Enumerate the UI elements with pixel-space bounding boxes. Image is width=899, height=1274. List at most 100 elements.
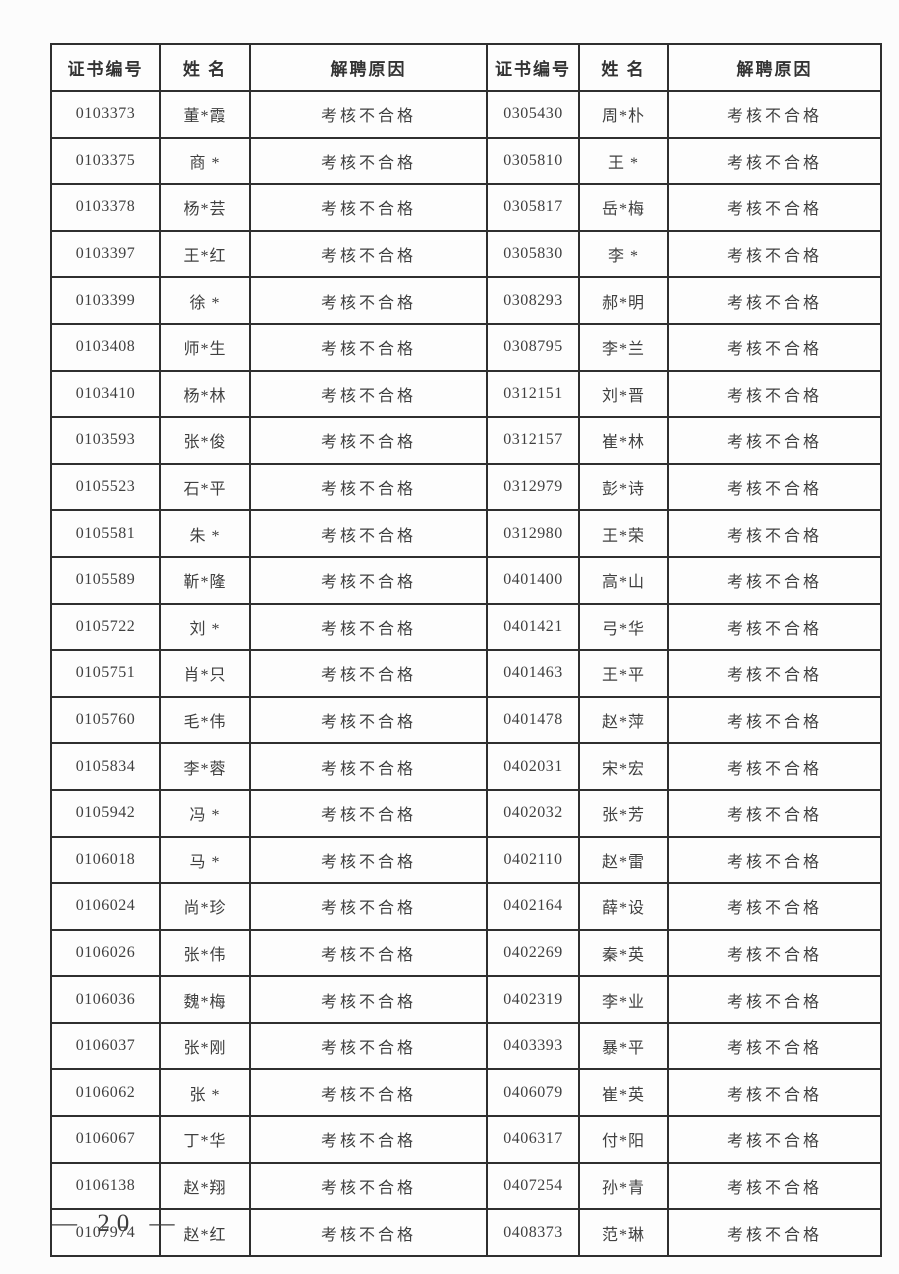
reason-cell: 考核不合格 [249, 1115, 488, 1164]
name-cell: 李*业 [578, 975, 669, 1024]
table-row: 0106024 尚*珍 考核不合格 0402164 薛*设 考核不合格 [50, 882, 882, 931]
name-cell: 王*平 [578, 649, 669, 698]
name-cell: 徐 * [159, 276, 251, 325]
header-row: 证书编号姓 名解聘原因 证书编号姓 名解聘原因 [50, 43, 882, 92]
reason-cell: 考核不合格 [667, 1208, 882, 1257]
name-cell: 靳*隆 [159, 555, 251, 605]
cert-cell: 0312979 [486, 462, 580, 512]
cert-cell: 0305817 [486, 183, 580, 232]
reason-cell: 考核不合格 [667, 90, 882, 139]
name-cell: 周*朴 [578, 90, 669, 139]
name-cell: 肖*只 [159, 649, 251, 698]
cert-cell: 0402031 [486, 742, 580, 791]
cert-cell: 0106138 [50, 1161, 161, 1211]
reason-cell: 考核不合格 [249, 462, 488, 512]
reason-cell: 考核不合格 [249, 602, 488, 652]
reason-cell: 考核不合格 [667, 183, 882, 232]
name-cell: 岳*梅 [578, 183, 669, 232]
reason-cell: 考核不合格 [249, 229, 488, 279]
cert-cell: 0103397 [50, 229, 161, 279]
reason-cell: 考核不合格 [667, 416, 882, 465]
reason-cell: 考核不合格 [249, 509, 488, 558]
reason-cell: 考核不合格 [249, 1208, 488, 1257]
name-cell: 石*平 [159, 462, 251, 512]
table-row: 0103375 商 * 考核不合格 0305810 王 * 考核不合格 [50, 136, 882, 186]
cert-cell: 0312980 [486, 509, 580, 558]
reason-cell: 考核不合格 [667, 1021, 882, 1071]
name-cell: 尚*珍 [159, 882, 251, 931]
cert-cell: 0105523 [50, 462, 161, 512]
table-row: 0103373 董*霞 考核不合格 0305430 周*朴 考核不合格 [50, 90, 882, 139]
table-row: 0106138 赵*翔 考核不合格 0407254 孙*青 考核不合格 [50, 1161, 882, 1211]
column-header-reason: 解聘原因 [667, 43, 882, 92]
reason-cell: 考核不合格 [667, 1068, 882, 1118]
dismissal-table: 证书编号姓 名解聘原因 证书编号姓 名解聘原因 0103373 董*霞 考核不合格 03… [50, 43, 882, 1257]
reason-cell: 考核不合格 [249, 882, 488, 931]
cert-cell: 0308293 [486, 276, 580, 325]
cert-cell: 0105589 [50, 555, 161, 605]
reason-cell: 考核不合格 [249, 416, 488, 465]
name-cell: 冯 * [159, 788, 251, 838]
cert-cell: 0401400 [486, 555, 580, 605]
cert-cell: 0106062 [50, 1068, 161, 1118]
reason-cell: 考核不合格 [249, 975, 488, 1024]
cert-cell: 0103408 [50, 322, 161, 372]
cert-cell: 0402319 [486, 975, 580, 1024]
table-row: 0107974 赵*红 考核不合格 0408373 范*琳 考核不合格 [50, 1208, 882, 1257]
reason-cell: 考核不合格 [667, 1115, 882, 1164]
name-cell: 付*阳 [578, 1115, 669, 1164]
cert-cell: 0401463 [486, 649, 580, 698]
table-row: 0105751 肖*只 考核不合格 0401463 王*平 考核不合格 [50, 649, 882, 698]
reason-cell: 考核不合格 [249, 1068, 488, 1118]
name-cell: 魏*梅 [159, 975, 251, 1024]
reason-cell: 考核不合格 [249, 1161, 488, 1211]
name-cell: 赵*萍 [578, 695, 669, 745]
table-header: 证书编号姓 名解聘原因 证书编号姓 名解聘原因 [50, 43, 882, 92]
cert-cell: 0105581 [50, 509, 161, 558]
cert-cell: 0103410 [50, 369, 161, 419]
name-cell: 郝*明 [578, 276, 669, 325]
cert-cell: 0308795 [486, 322, 580, 372]
name-cell: 王*荣 [578, 509, 669, 558]
column-header-name: 姓 名 [578, 43, 669, 92]
name-cell: 张*俊 [159, 416, 251, 465]
reason-cell: 考核不合格 [249, 322, 488, 372]
table-row: 0105581 朱 * 考核不合格 0312980 王*荣 考核不合格 [50, 509, 882, 558]
name-cell: 刘*晋 [578, 369, 669, 419]
cert-cell: 0107974 [50, 1208, 161, 1257]
cert-cell: 0105834 [50, 742, 161, 791]
name-cell: 董*霞 [159, 90, 251, 139]
table-row: 0103378 杨*芸 考核不合格 0305817 岳*梅 考核不合格 [50, 183, 882, 232]
table-row: 0103397 王*红 考核不合格 0305830 李 * 考核不合格 [50, 229, 882, 279]
name-cell: 弓*华 [578, 602, 669, 652]
reason-cell: 考核不合格 [667, 602, 882, 652]
reason-cell: 考核不合格 [667, 276, 882, 325]
name-cell: 赵*翔 [159, 1161, 251, 1211]
cert-cell: 0106024 [50, 882, 161, 931]
cert-cell: 0408373 [486, 1208, 580, 1257]
table-row: 0105942 冯 * 考核不合格 0402032 张*芳 考核不合格 [50, 788, 882, 838]
name-cell: 丁*华 [159, 1115, 251, 1164]
table-row: 0105589 靳*隆 考核不合格 0401400 高*山 考核不合格 [50, 555, 882, 605]
cert-cell: 0105942 [50, 788, 161, 838]
table-row: 0103399 徐 * 考核不合格 0308293 郝*明 考核不合格 [50, 276, 882, 325]
cert-cell: 0401478 [486, 695, 580, 745]
name-cell: 杨*林 [159, 369, 251, 419]
name-cell: 张*刚 [159, 1021, 251, 1071]
cert-cell: 0103373 [50, 90, 161, 139]
cert-cell: 0103399 [50, 276, 161, 325]
cert-cell: 0305810 [486, 136, 580, 186]
name-cell: 李*蓉 [159, 742, 251, 791]
reason-cell: 考核不合格 [249, 369, 488, 419]
cert-cell: 0106036 [50, 975, 161, 1024]
name-cell: 赵*雷 [578, 835, 669, 885]
name-cell: 彭*诗 [578, 462, 669, 512]
cert-cell: 0106018 [50, 835, 161, 885]
table-row: 0106037 张*刚 考核不合格 0403393 暴*平 考核不合格 [50, 1021, 882, 1071]
reason-cell: 考核不合格 [249, 136, 488, 186]
name-cell: 崔*林 [578, 416, 669, 465]
name-cell: 商 * [159, 136, 251, 186]
cert-cell: 0402110 [486, 835, 580, 885]
table-row: 0105523 石*平 考核不合格 0312979 彭*诗 考核不合格 [50, 462, 882, 512]
reason-cell: 考核不合格 [667, 975, 882, 1024]
